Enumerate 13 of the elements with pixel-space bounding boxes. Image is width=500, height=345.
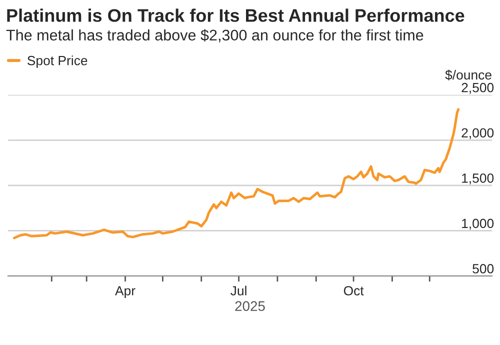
y-tick-label: 1,000	[462, 218, 494, 230]
x-tick-label: Apr	[115, 286, 136, 298]
x-axis-title: 2025	[235, 301, 265, 311]
legend-label: Spot Price	[28, 56, 88, 68]
chart-subtitle: The metal has traded above $2,300 an ounce for the first time	[6, 29, 424, 42]
y-tick-label: 1,500	[462, 173, 494, 184]
chart-title: Platinum is On Track for Its Best Annual Performance	[7, 8, 464, 22]
x-tick-label: Jul	[230, 286, 246, 296]
y-tick-label: 2,000	[462, 128, 494, 140]
y-axis-title: $/ounce	[445, 70, 492, 80]
y-tick-label: 500	[472, 264, 494, 274]
x-tick-label: Oct	[344, 286, 364, 296]
y-tick-label: 2,500	[462, 82, 494, 94]
